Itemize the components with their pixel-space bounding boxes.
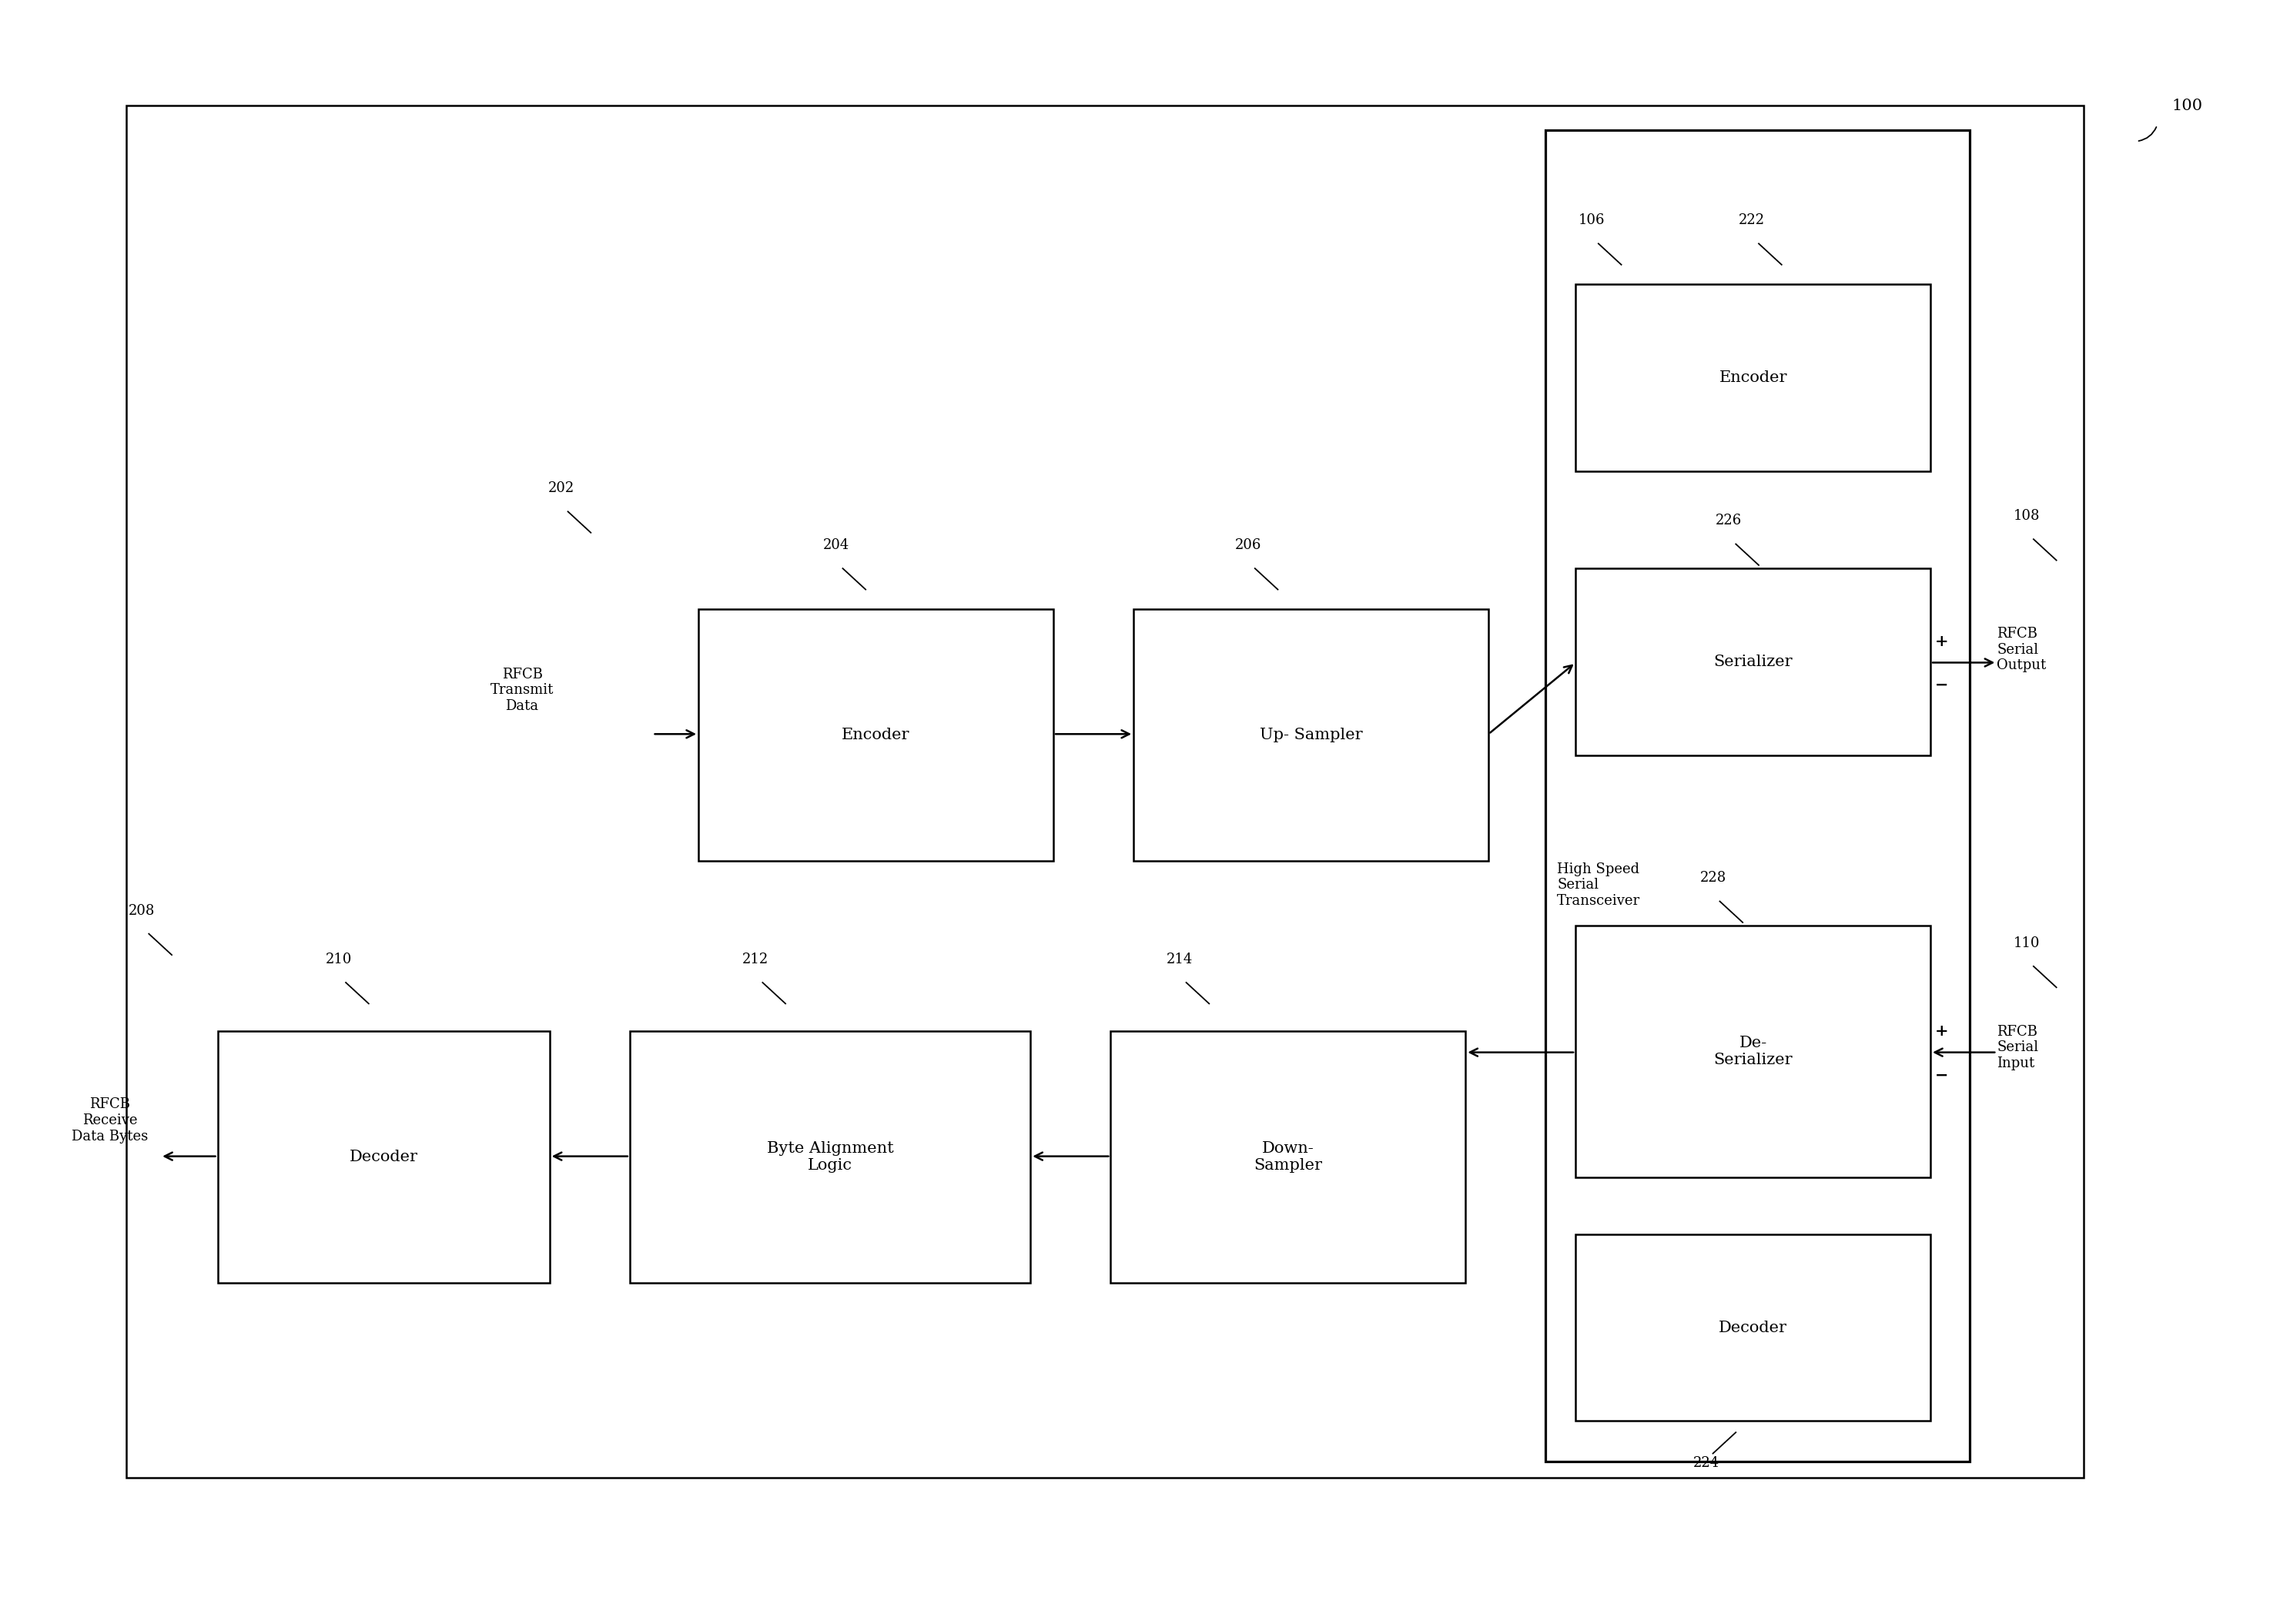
- Text: 204: 204: [822, 538, 850, 552]
- Text: +: +: [1935, 1023, 1949, 1039]
- Bar: [1576, 568, 1930, 755]
- Text: High Speed
Serial
Transceiver: High Speed Serial Transceiver: [1557, 862, 1640, 908]
- Text: −: −: [1935, 677, 1949, 693]
- Text: 210: 210: [325, 952, 353, 966]
- Bar: [630, 1031, 1030, 1283]
- Text: 224: 224: [1692, 1455, 1720, 1470]
- Text: Encoder: Encoder: [1720, 370, 1786, 385]
- Text: RFCB
Transmit
Data: RFCB Transmit Data: [490, 667, 554, 713]
- Bar: [218, 1031, 550, 1283]
- Bar: [126, 106, 2084, 1478]
- Text: 214: 214: [1166, 952, 1193, 966]
- Bar: [1546, 130, 1969, 1462]
- Text: Byte Alignment
Logic: Byte Alignment Logic: [767, 1142, 893, 1173]
- Text: 206: 206: [1234, 538, 1262, 552]
- Text: Serializer: Serializer: [1713, 654, 1793, 669]
- Text: RFCB
Serial
Output: RFCB Serial Output: [1997, 627, 2047, 672]
- Text: 110: 110: [2013, 935, 2040, 950]
- Text: 108: 108: [2013, 508, 2040, 523]
- Text: 208: 208: [128, 903, 156, 918]
- Bar: [698, 609, 1053, 861]
- Bar: [1134, 609, 1488, 861]
- Bar: [1576, 1234, 1930, 1421]
- Text: RFCB
Receive
Data Bytes: RFCB Receive Data Bytes: [71, 1098, 149, 1143]
- Bar: [1111, 1031, 1466, 1283]
- Text: Decoder: Decoder: [350, 1150, 417, 1164]
- Text: 226: 226: [1715, 513, 1743, 528]
- Text: 222: 222: [1738, 213, 1766, 227]
- Text: 100: 100: [2171, 97, 2203, 114]
- Text: Decoder: Decoder: [1720, 1320, 1786, 1335]
- Text: RFCB
Serial
Input: RFCB Serial Input: [1997, 1025, 2038, 1070]
- Text: 202: 202: [547, 481, 575, 495]
- Bar: [1576, 926, 1930, 1177]
- Text: 212: 212: [742, 952, 769, 966]
- Text: De-
Serializer: De- Serializer: [1713, 1036, 1793, 1067]
- Text: +: +: [1935, 633, 1949, 650]
- Text: Encoder: Encoder: [843, 728, 909, 742]
- Text: Up- Sampler: Up- Sampler: [1260, 728, 1363, 742]
- Text: −: −: [1935, 1067, 1949, 1083]
- Text: 228: 228: [1699, 870, 1727, 885]
- Text: 106: 106: [1578, 213, 1605, 227]
- Text: Down-
Sampler: Down- Sampler: [1255, 1142, 1321, 1173]
- Bar: [1576, 284, 1930, 471]
